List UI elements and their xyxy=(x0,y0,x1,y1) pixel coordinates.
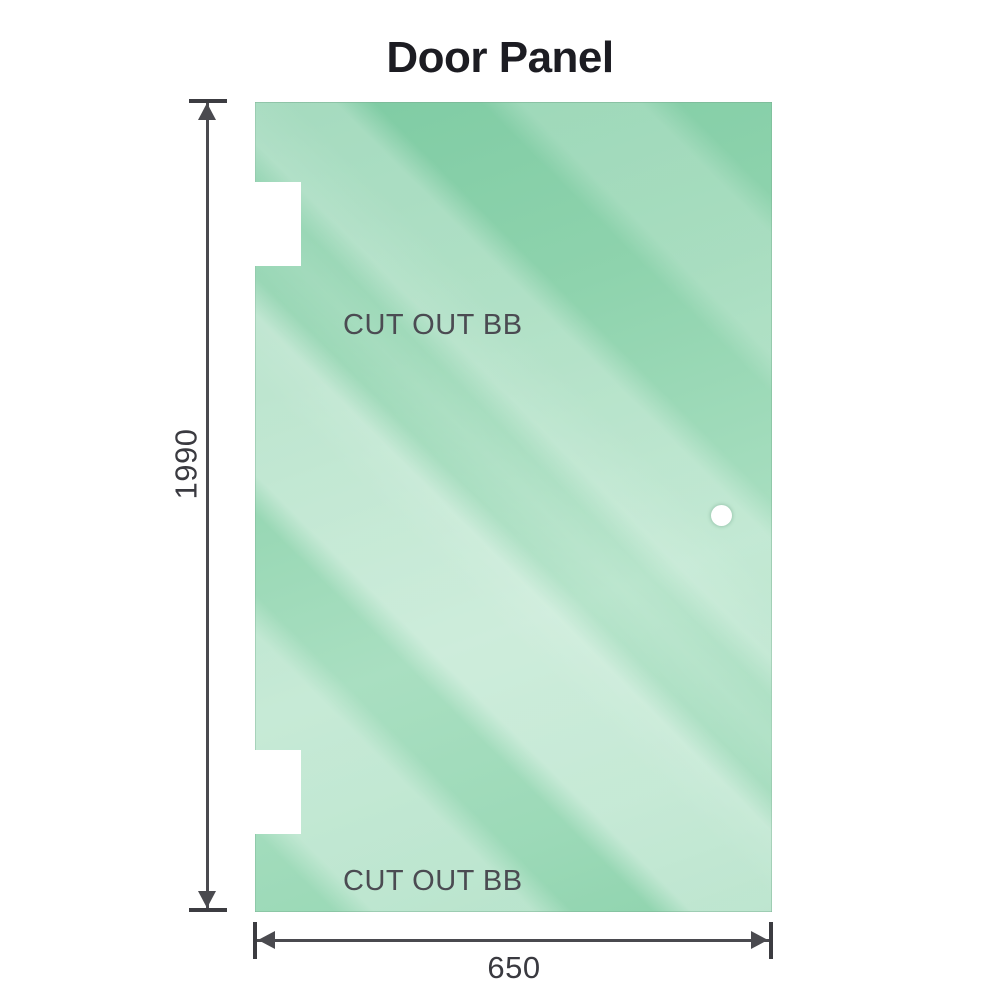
cutout-lower xyxy=(253,750,301,834)
cutout-upper xyxy=(253,182,301,266)
height-extension-tick-top xyxy=(189,99,227,103)
cutout-upper-knob-bottom xyxy=(275,240,301,266)
cutout-lower-label: CUT OUT BB xyxy=(343,865,523,897)
arrow-left-icon xyxy=(258,931,275,949)
arrow-up-icon xyxy=(198,103,216,120)
arrow-down-icon xyxy=(198,891,216,908)
height-dimension-line xyxy=(206,100,209,912)
handle-hole xyxy=(711,505,732,526)
width-extension-tick-right xyxy=(769,922,773,959)
cutout-upper-label: CUT OUT BB xyxy=(343,309,523,341)
cutout-lower-knob-bottom xyxy=(275,808,301,834)
arrow-right-icon xyxy=(751,931,768,949)
width-dimension-label: 650 xyxy=(487,950,541,985)
cutout-lower-knob-top xyxy=(275,750,301,776)
width-dimension-line xyxy=(255,939,772,942)
height-extension-tick-bottom xyxy=(189,908,227,912)
panel-glass-surface xyxy=(255,102,772,912)
height-dimension-label: 1990 xyxy=(168,428,204,500)
width-extension-tick-left xyxy=(253,922,257,959)
cutout-upper-knob-top xyxy=(275,182,301,208)
glass-door-panel: CUT OUT BB CUT OUT BB xyxy=(253,102,772,912)
page-title: Door Panel xyxy=(386,33,614,82)
